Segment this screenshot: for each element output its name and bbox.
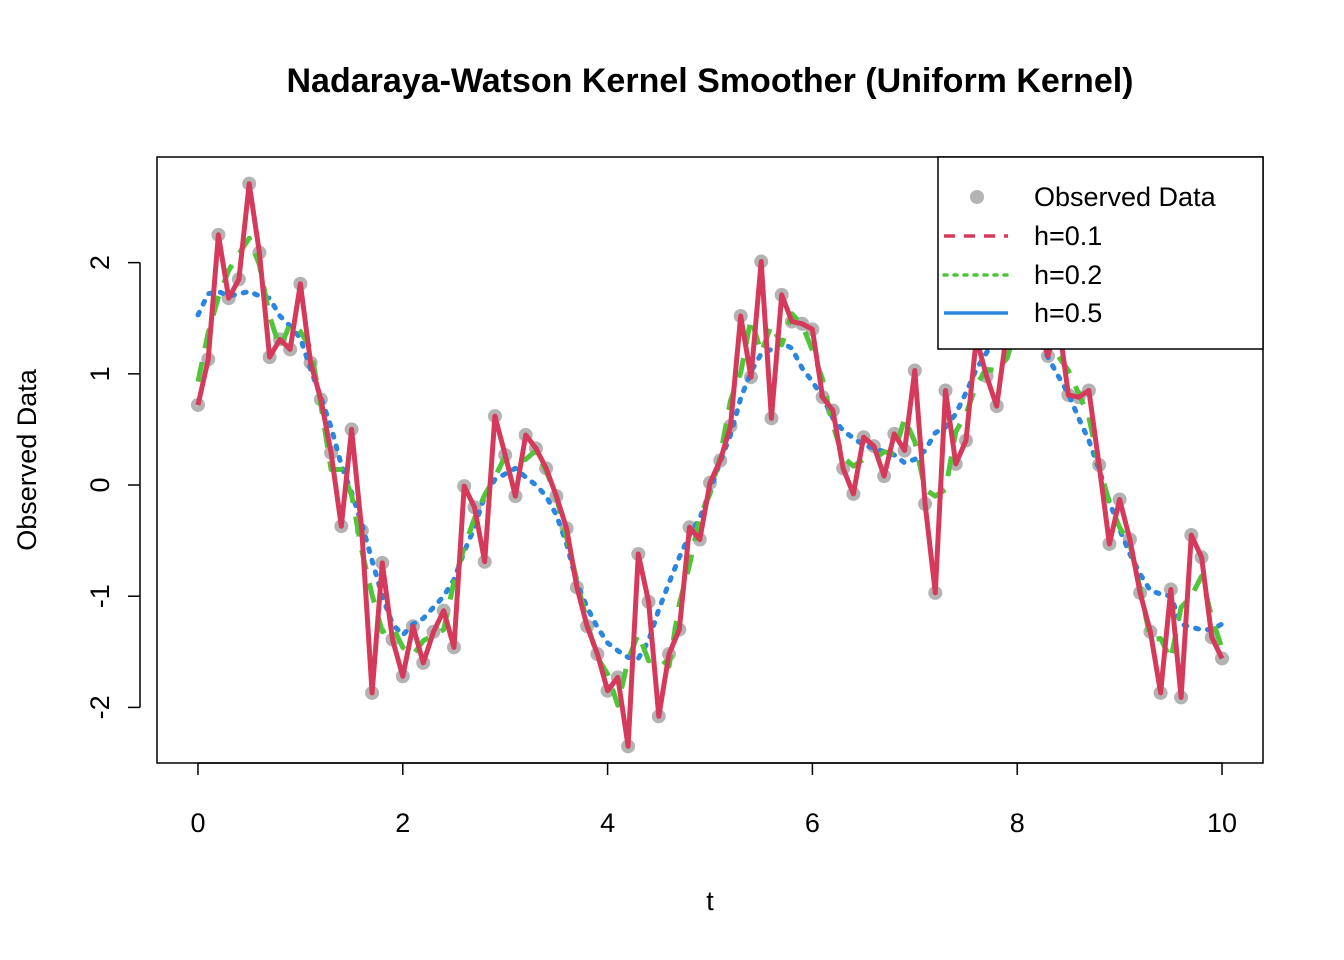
y-tick-label: 1 xyxy=(85,366,115,381)
x-axis: 0 2 4 6 8 10 xyxy=(190,762,1237,838)
legend-label: h=0.5 xyxy=(1034,298,1102,328)
x-tick-label: 8 xyxy=(1010,808,1025,838)
chart-title: Nadaraya-Watson Kernel Smoother (Uniform… xyxy=(287,62,1134,100)
y-tick-label: -2 xyxy=(85,695,115,719)
legend-label: Observed Data xyxy=(1034,182,1217,212)
y-axis-label: Observed Data xyxy=(12,368,42,551)
x-tick-label: 10 xyxy=(1207,808,1237,838)
x-tick-label: 4 xyxy=(600,808,615,838)
y-tick-label: 0 xyxy=(85,478,115,493)
y-axis: -2 -1 0 1 2 xyxy=(85,255,141,719)
x-axis-label: t xyxy=(706,886,714,916)
legend-box xyxy=(937,156,1264,350)
x-tick-label: 0 xyxy=(190,808,205,838)
legend-symbol xyxy=(970,190,984,204)
legend-label: h=0.2 xyxy=(1034,260,1102,290)
legend: Observed Data h=0.1 h=0.2 h=0.5 xyxy=(937,156,1264,350)
x-tick-label: 6 xyxy=(805,808,820,838)
y-tick-label: 2 xyxy=(85,255,115,270)
legend-label: h=0.1 xyxy=(1034,221,1102,251)
y-tick-label: -1 xyxy=(85,584,115,608)
x-tick-label: 2 xyxy=(395,808,410,838)
